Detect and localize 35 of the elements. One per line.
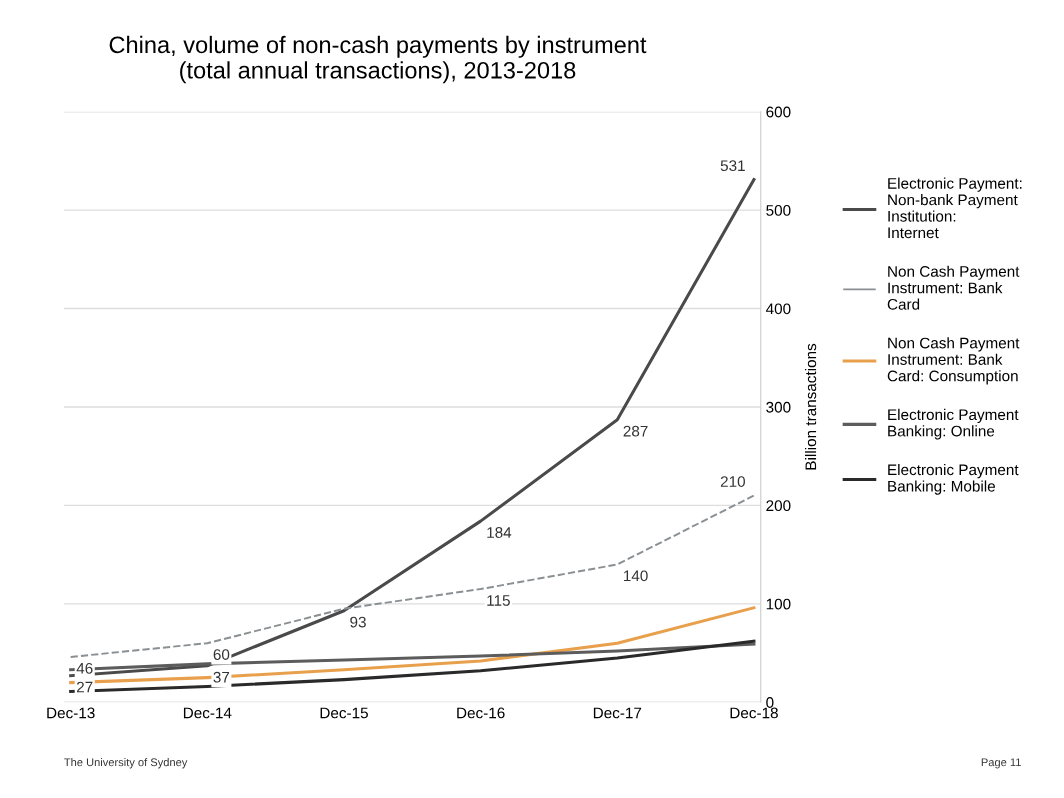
y-tick-label: 500: [766, 205, 791, 216]
text: The University of Sydney: [64, 758, 188, 769]
data-label: 37: [213, 671, 230, 683]
x-tick-label: Dec-16: [457, 707, 505, 719]
legend-label: Non Cash Payment Instrument: Bank Card: [887, 265, 1020, 310]
line-series: [69, 639, 756, 693]
data-label: 140: [624, 570, 648, 582]
data-label: 184: [487, 527, 512, 538]
y-axis-title: Billion transactions: [805, 343, 817, 470]
y-tick-label: 300: [766, 401, 791, 413]
data-label: 115: [487, 595, 510, 606]
data-label: 93: [350, 616, 366, 628]
legend-label: Non Cash Payment Instrument: Bank Card: Consumption: [887, 337, 1020, 385]
data-label: 46: [76, 662, 93, 674]
line-series: [69, 494, 755, 658]
y-tick-label: 600: [766, 106, 791, 118]
x-tick-label: Dec-13: [47, 707, 95, 719]
legend-label: Electronic Payment Banking: Mobile: [888, 463, 1019, 495]
x-tick-label: Dec-18: [730, 707, 778, 719]
x-tick-label: Dec-15: [320, 707, 368, 719]
x-tick-label: Dec-17: [593, 707, 642, 719]
y-tick-label: 100: [766, 598, 791, 610]
legend-label: Electronic Payment: Non-bank Payment Institution: Internet: [888, 177, 1022, 239]
x-tick-label: Dec-14: [183, 707, 232, 719]
y-tick-label: 0: [766, 697, 774, 708]
data-label: 210: [720, 476, 745, 487]
data-label: 60: [213, 649, 230, 660]
y-tick-label: 200: [766, 500, 791, 512]
text: Page 11: [981, 758, 1021, 769]
y-tick-label: 400: [765, 303, 791, 315]
chart-title: China, volume of non-cash payments by instrument (total annual transactions), 2013-2018: [109, 35, 647, 84]
legend-label: Electronic Payment Banking: Online: [888, 408, 1019, 440]
data-label: 287: [623, 425, 648, 437]
data-label: 531: [720, 160, 745, 172]
data-label: 27: [77, 681, 93, 693]
